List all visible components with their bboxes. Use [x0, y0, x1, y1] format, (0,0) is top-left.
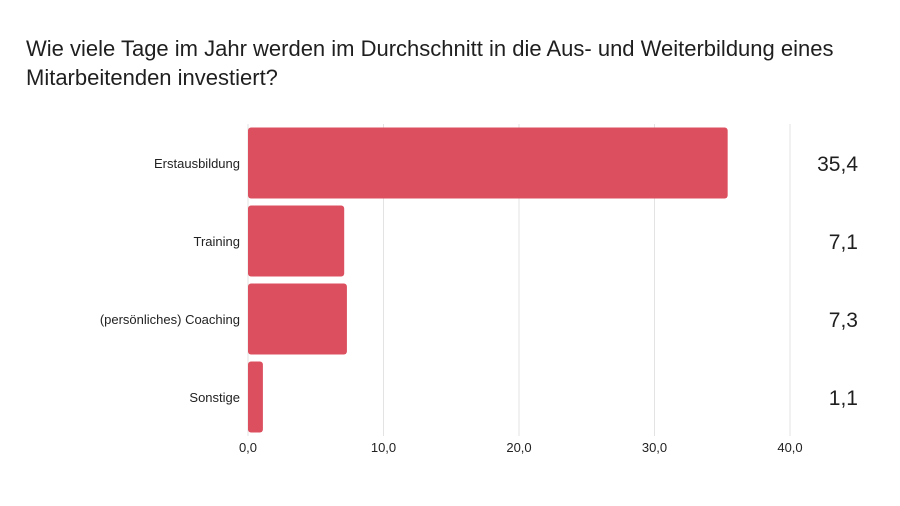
value-label: 35,4 — [817, 153, 858, 176]
x-tick-label: 20,0 — [506, 440, 531, 455]
category-labels: Erstausbildung Training (persönliches) Coa… — [100, 156, 240, 405]
bar — [248, 361, 263, 433]
bar — [248, 283, 347, 355]
x-tick-label: 10,0 — [371, 440, 396, 455]
value-label: 1,1 — [829, 387, 858, 410]
chart-title: Wie viele Tage im Jahr werden im Durchsc… — [26, 36, 834, 90]
category-label: Training — [194, 234, 240, 249]
category-label: Erstausbildung — [154, 156, 240, 171]
value-label: 7,1 — [829, 231, 858, 254]
bars — [248, 127, 728, 433]
x-tick-label: 30,0 — [642, 440, 667, 455]
bar — [248, 127, 728, 199]
category-label: (persönliches) Coaching — [100, 312, 240, 327]
x-tick-label: 40,0 — [777, 440, 802, 455]
x-tick-label: 0,0 — [239, 440, 257, 455]
value-labels: 35,4 7,1 7,3 1,1 — [817, 153, 858, 410]
x-axis-tick-labels: 0,0 10,0 20,0 30,0 40,0 — [239, 440, 803, 455]
category-label: Sonstige — [189, 390, 240, 405]
bar — [248, 205, 345, 277]
value-label: 7,3 — [829, 309, 858, 332]
